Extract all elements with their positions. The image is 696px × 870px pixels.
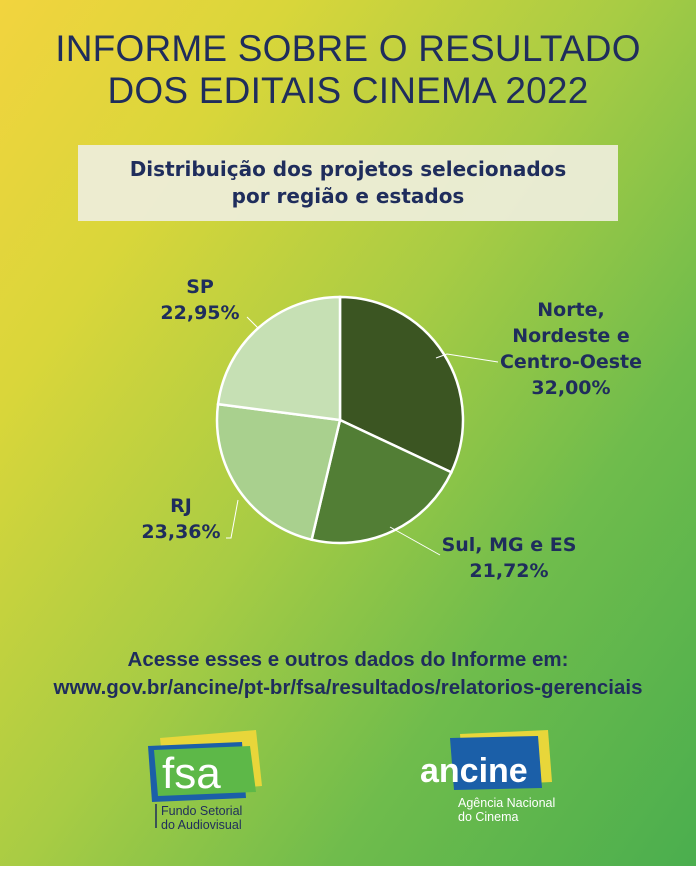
chart-subtitle-box: Distribuição dos projetos selecionados p…	[78, 145, 618, 221]
label-value: 22,95%	[160, 302, 240, 324]
subtitle-line-2: por região e estados	[231, 184, 465, 208]
fsa-caption: Fundo Setorial do Audiovisual	[161, 804, 242, 832]
ancine-caption: Agência Nacional do Cinema	[458, 796, 555, 824]
label-value: 21,72%	[469, 560, 549, 582]
label-name-2: Nordeste e	[512, 325, 630, 347]
page-title: INFORME SOBRE O RESULTADO DOS EDITAIS CI…	[0, 28, 696, 112]
pie-slice	[310, 418, 453, 545]
slice-label-sp: SP 22,95%	[150, 274, 250, 326]
title-line-1: INFORME SOBRE O RESULTADO	[55, 28, 641, 69]
slice-label-norte: Norte, Nordeste e Centro-Oeste 32,00%	[496, 297, 646, 401]
label-name-3: Centro-Oeste	[499, 351, 643, 373]
pie-slice	[216, 295, 342, 422]
ancine-caption-line-2: do Cinema	[458, 810, 519, 824]
leader-line-rj	[226, 499, 239, 539]
footer-line-1: Acesse esses e outros dados do Informe e…	[127, 648, 569, 671]
pie-slice	[338, 295, 465, 474]
label-name: RJ	[170, 495, 192, 517]
label-value: 23,36%	[141, 521, 221, 543]
fsa-caption-line-1: Fundo Setorial	[161, 804, 243, 818]
ancine-caption-line-1: Agência Nacional	[458, 796, 556, 810]
label-value: 32,00%	[531, 377, 611, 399]
leader-line-norte	[435, 353, 499, 363]
label-name: SP	[186, 276, 214, 298]
fsa-wordmark: fsa	[162, 749, 221, 798]
leader-line-sul	[389, 526, 441, 556]
fsa-logo: fsa	[148, 730, 262, 828]
subtitle-line-1: Distribuição dos projetos selecionados	[129, 157, 567, 181]
bottom-strip	[0, 866, 696, 870]
footer-url-link[interactable]: www.gov.br/ancine/pt-br/fsa/resultados/r…	[53, 676, 643, 699]
title-line-2: DOS EDITAIS CINEMA 2022	[107, 70, 589, 111]
logo-blue-shape	[450, 736, 542, 790]
slice-label-rj: RJ 23,36%	[136, 493, 226, 545]
slice-label-sul: Sul, MG e ES 21,72%	[434, 532, 584, 584]
label-name-1: Norte,	[537, 299, 605, 321]
ancine-wordmark: ancine	[420, 752, 528, 790]
logo-green-shape	[154, 746, 256, 796]
ancine-logo: ancine	[420, 730, 552, 790]
leader-line-sp	[246, 316, 259, 329]
footer-text: Acesse esses e outros dados do Informe e…	[0, 646, 696, 702]
pie-slices	[215, 295, 465, 545]
pie-slice	[215, 402, 342, 542]
label-name: Sul, MG e ES	[441, 534, 577, 556]
fsa-caption-line-2: do Audiovisual	[161, 818, 242, 832]
